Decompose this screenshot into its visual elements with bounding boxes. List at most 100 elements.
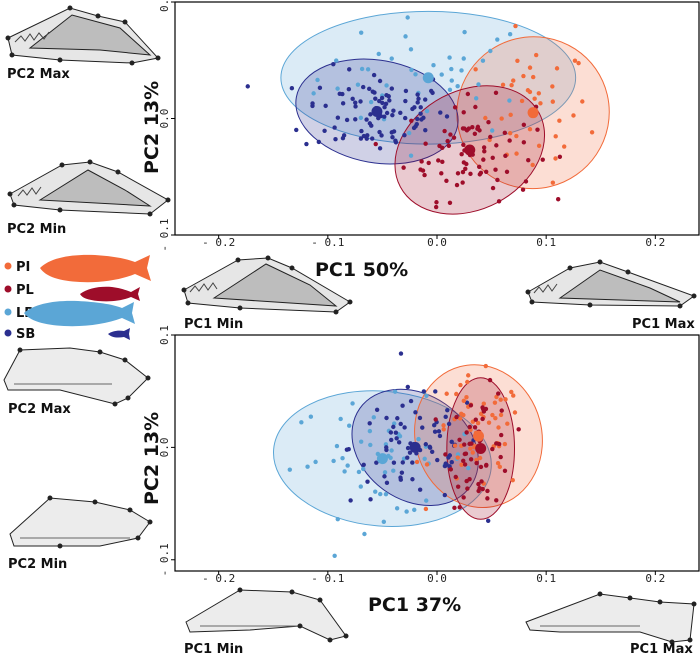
bottom-point-sb <box>443 414 448 420</box>
top-point-lb <box>311 91 316 96</box>
bottom-point-pl <box>465 486 470 491</box>
top-point-sb <box>389 86 395 91</box>
bottom-point-pi <box>512 410 518 415</box>
top-point-pi <box>513 23 518 29</box>
top-point-sb <box>403 98 408 104</box>
bottom-point-sb <box>394 436 399 441</box>
top-point-lb <box>334 58 339 63</box>
top-point-lb <box>459 68 464 73</box>
top-point-lb <box>413 72 418 77</box>
top-point-sb <box>402 132 407 138</box>
bottom-point-pi <box>510 478 515 483</box>
top-point-pl <box>442 128 447 134</box>
top-xtick-label: - 0.1 <box>311 236 344 249</box>
bottom-xlabel: PC1 37% <box>368 594 461 616</box>
bottom-point-pi <box>455 455 460 460</box>
legend-dot-lb <box>4 308 12 316</box>
top-point-pi <box>576 60 581 66</box>
top-point-sb <box>377 129 382 135</box>
top-point-sb <box>377 146 383 151</box>
shape-diagrams: PC2 Max PC2 Min PC1 Min <box>3 5 697 657</box>
bottom-point-pl <box>478 464 484 470</box>
shape-top-pc1-max <box>525 259 697 309</box>
top-point-pl <box>502 130 508 136</box>
top-point-pi <box>500 82 506 88</box>
bottom-point-pl <box>479 479 484 484</box>
bottom-point-pi <box>423 506 429 512</box>
bottom-point-pl <box>473 417 478 422</box>
top-point-pi <box>571 113 576 118</box>
bottom-point-pl <box>485 496 490 501</box>
bottom-point-pi <box>497 464 503 470</box>
bottom-point-pi <box>490 412 495 418</box>
shape-bottom-pc1-min <box>185 587 349 643</box>
bottom-point-lb <box>358 484 363 489</box>
bottom-plot-content <box>273 351 543 559</box>
top-point-lb <box>439 72 444 77</box>
bottom-point-sb <box>408 398 414 404</box>
bottom-point-sb <box>367 421 372 426</box>
top-xlabel: PC1 50% <box>315 259 408 281</box>
bottom-point-lb <box>342 469 347 474</box>
top-point-sb <box>412 105 417 110</box>
top-point-sb <box>316 139 322 145</box>
bottom-point-pl <box>453 474 458 480</box>
bottom-point-pl <box>468 457 474 462</box>
top-point-pl <box>461 110 466 115</box>
bottom-point-pi <box>493 416 498 421</box>
bottom-point-sb <box>365 479 370 484</box>
bottom-point-pi <box>486 420 492 425</box>
shape-label-top-pc2-max: PC2 Max <box>7 67 70 82</box>
shape-label-bottom-pc2-max: PC2 Max <box>8 402 71 417</box>
top-ylabel: PC2 13% <box>141 81 163 174</box>
bottom-point-lb <box>345 463 350 468</box>
top-point-pi <box>527 89 533 95</box>
top-point-sb <box>332 125 337 130</box>
bottom-point-pl <box>487 377 493 383</box>
bottom-point-pi <box>492 400 498 405</box>
top-point-pi <box>530 162 535 168</box>
top-point-pl <box>496 199 502 204</box>
top-point-sb <box>382 104 387 110</box>
bottom-point-pl <box>467 424 473 430</box>
top-point-pi <box>553 156 558 161</box>
bottom-point-sb <box>396 440 402 445</box>
bottom-point-sb <box>368 497 373 502</box>
fish-icon-lb <box>24 300 135 327</box>
top-point-sb <box>379 95 385 101</box>
top-point-pi <box>527 65 533 70</box>
legend-label-pl: PL <box>16 283 34 298</box>
bottom-point-pi <box>424 462 430 467</box>
bottom-point-lb <box>466 465 471 471</box>
top-point-sb <box>347 67 352 72</box>
top-point-pl <box>482 149 487 154</box>
bottom-point-pi <box>459 411 464 417</box>
bottom-point-pl <box>463 451 469 456</box>
bottom-point-sb <box>400 403 405 408</box>
fish-icon-sb <box>108 328 130 340</box>
top-point-pl <box>426 160 431 166</box>
top-point-sb <box>418 105 423 110</box>
bottom-point-pl <box>467 441 472 447</box>
top-point-sb <box>377 78 383 84</box>
top-point-pi <box>507 130 513 136</box>
top-point-sb <box>365 133 370 138</box>
bottom-point-lb <box>381 519 387 524</box>
top-point-pi <box>550 99 556 104</box>
bottom-point-sb <box>417 487 423 492</box>
legend-dot-sb <box>4 329 12 337</box>
top-point-pl <box>535 127 540 132</box>
top-point-sb <box>398 110 403 116</box>
top-point-lb <box>315 77 320 83</box>
bottom-point-pi <box>511 393 516 398</box>
bottom-point-pi <box>444 391 449 396</box>
top-point-sb <box>317 85 323 91</box>
top-point-lb <box>408 47 414 52</box>
bottom-point-pi <box>459 462 464 468</box>
bottom-point-sb <box>436 429 442 434</box>
bottom-point-lb <box>392 389 398 394</box>
top-point-pl <box>409 118 414 123</box>
top-point-lb <box>384 83 389 88</box>
bottom-xtick-label: 0.2 <box>645 572 665 585</box>
bottom-point-sb <box>410 460 415 465</box>
